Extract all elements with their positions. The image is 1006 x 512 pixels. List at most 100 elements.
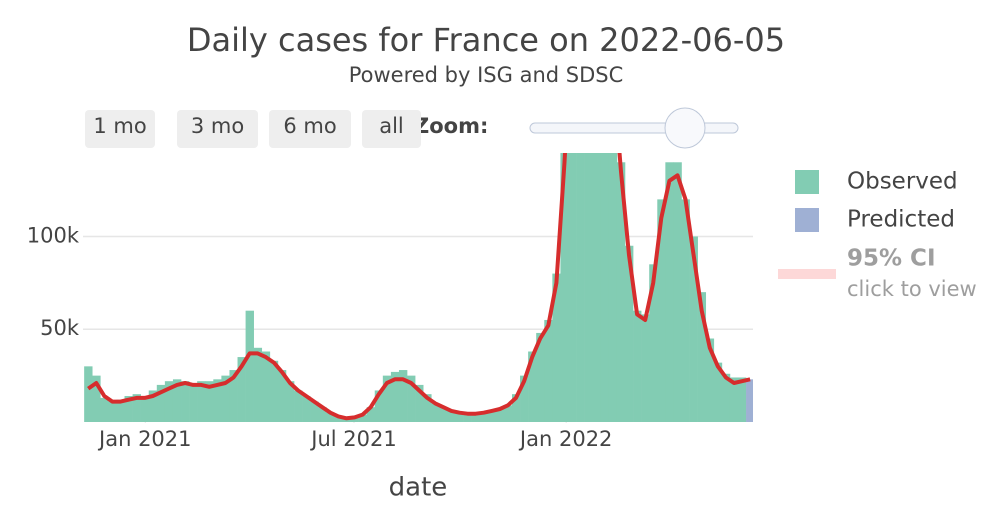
bar — [511, 394, 521, 422]
chart-subtitle: Powered by ISG and SDSC — [349, 63, 624, 87]
bar — [487, 410, 497, 422]
bar — [568, 153, 577, 422]
range-button[interactable] — [85, 110, 155, 148]
bar — [390, 371, 400, 422]
x-tick-label: Jan 2022 — [518, 427, 613, 451]
bar — [463, 413, 472, 422]
range-button[interactable] — [177, 110, 258, 148]
bar — [156, 384, 166, 422]
legend-ci-hint[interactable]: click to view — [847, 277, 977, 301]
zoom-slider-track[interactable] — [529, 122, 739, 134]
bar — [592, 153, 602, 422]
bar — [552, 273, 561, 422]
range-button[interactable] — [362, 110, 421, 148]
y-tick-label: 100k — [27, 223, 80, 247]
bar — [148, 390, 158, 422]
bar — [455, 412, 464, 422]
bar — [729, 377, 739, 422]
bar — [415, 384, 424, 422]
bar — [423, 394, 432, 422]
bar — [600, 153, 610, 422]
bar — [285, 381, 295, 422]
bar — [213, 379, 222, 422]
bar — [536, 332, 545, 422]
bar — [181, 381, 190, 422]
bar — [681, 199, 690, 422]
bar — [503, 405, 513, 422]
range-button-label[interactable]: 1 mo — [93, 114, 146, 138]
legend: Observed Predicted 95% CI click to view — [778, 169, 977, 301]
bar — [124, 396, 133, 422]
legend-label[interactable]: Predicted — [847, 207, 955, 233]
bar — [310, 401, 319, 422]
range-button-label[interactable]: 3 mo — [191, 114, 244, 138]
bar — [116, 399, 125, 422]
zoom-slider-handle[interactable] — [664, 107, 706, 149]
legend-label[interactable]: Observed — [847, 169, 958, 195]
bar — [576, 153, 585, 422]
bar — [92, 375, 101, 422]
bar — [624, 245, 634, 422]
bar — [326, 412, 335, 422]
bar — [382, 375, 392, 422]
range-button[interactable] — [269, 110, 351, 148]
bar — [649, 264, 658, 422]
bar — [221, 375, 230, 422]
x-tick-label: Jul 2021 — [309, 427, 396, 451]
bar — [140, 396, 150, 422]
y-tick-label: 50k — [40, 316, 80, 340]
bar — [132, 394, 141, 422]
bar — [471, 413, 480, 422]
bar — [713, 362, 723, 422]
bar — [608, 153, 618, 422]
bar — [302, 396, 311, 422]
bar — [350, 417, 359, 422]
bar — [584, 153, 594, 422]
bar — [560, 153, 569, 422]
bar — [697, 292, 707, 422]
bar — [520, 375, 529, 422]
bar — [84, 366, 93, 422]
bar — [172, 379, 182, 422]
zoom-label: Zoom: — [414, 114, 488, 138]
bar — [108, 401, 117, 422]
legend-swatch[interactable] — [795, 208, 819, 232]
bar — [633, 310, 642, 422]
bar — [189, 383, 198, 422]
bar — [657, 199, 666, 422]
bar — [407, 375, 416, 422]
bar — [479, 412, 489, 422]
range-button-label[interactable]: all — [379, 114, 404, 138]
bar — [705, 338, 715, 422]
bar — [544, 319, 553, 422]
bar — [689, 236, 698, 422]
x-axis-title: date — [389, 473, 448, 503]
trend-line — [87, 153, 751, 421]
bar — [253, 347, 263, 422]
bar — [721, 373, 731, 422]
grid: 50k 100k Jan 2021 Jul 2021 Jan 2022 — [27, 223, 753, 451]
bar — [447, 410, 456, 422]
bar — [197, 381, 206, 422]
bar — [641, 314, 650, 422]
legend-swatch[interactable] — [795, 170, 819, 194]
bar — [261, 351, 271, 422]
bar — [334, 415, 343, 422]
bar — [665, 162, 674, 422]
bar — [366, 407, 376, 422]
bar — [495, 409, 505, 422]
bar — [746, 379, 753, 422]
legend-ci-label[interactable]: 95% CI — [847, 246, 936, 272]
bar — [205, 381, 214, 422]
bar — [318, 407, 327, 422]
bar — [245, 310, 254, 422]
bar — [398, 370, 408, 422]
bar — [294, 390, 303, 422]
bar — [237, 357, 246, 422]
bar — [277, 370, 287, 422]
bar — [358, 414, 367, 422]
bar — [269, 360, 279, 422]
controls: Zoom: 1 mo 3 mo 6 mo all — [85, 107, 739, 149]
range-button-label[interactable]: 6 mo — [283, 114, 336, 138]
